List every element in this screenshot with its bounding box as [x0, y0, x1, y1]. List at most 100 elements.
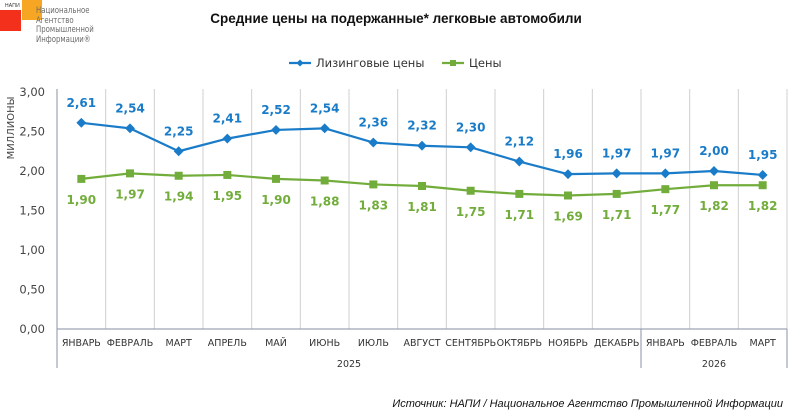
x-axis-year-groups: 2025 2026 — [337, 329, 788, 370]
data-label: 2,41 — [213, 112, 243, 126]
square-marker — [77, 174, 86, 183]
data-labels: 2,61 2,54 2,25 2,41 2,52 2,54 2,36 2,32 2,30 2,12… — [67, 96, 778, 224]
x-tick-label: АПРЕЛЬ — [208, 338, 247, 349]
chart-title: Средние цены на подержанные* легковые ав… — [210, 11, 582, 26]
data-label: 1,97 — [602, 146, 632, 160]
data-label: 1,97 — [651, 146, 681, 160]
square-marker — [223, 170, 232, 179]
x-tick-label: ИЮНЬ — [309, 338, 340, 349]
x-tick-label: ДЕКАБРЬ — [594, 338, 639, 349]
diamond-marker — [465, 142, 476, 153]
square-marker — [126, 169, 134, 178]
y-tick-label: 1,50 — [19, 204, 45, 218]
logo-line-1: Национальное — [36, 6, 90, 16]
square-marker — [418, 182, 426, 191]
x-tick-label: ИЮЛЬ — [358, 338, 389, 349]
series — [76, 117, 768, 200]
logo-orange-square — [22, 0, 42, 20]
logo-line-4: Информации® — [36, 34, 91, 45]
data-label: 1,75 — [456, 205, 486, 219]
diamond-marker — [368, 137, 379, 148]
y-tick-label: 0,00 — [19, 322, 45, 336]
diamond-marker — [660, 168, 671, 179]
data-label: 1,82 — [748, 199, 778, 213]
diamond-marker — [222, 133, 233, 144]
x-tick-label: ЯНВАРЬ — [62, 338, 101, 349]
data-label: 1,95 — [213, 189, 243, 203]
y-tick-label: 1,00 — [19, 243, 45, 257]
diamond-marker — [271, 124, 281, 135]
x-tick-label: МАРТ — [166, 338, 192, 349]
legend-square-icon — [450, 60, 456, 66]
diamond-marker — [514, 156, 525, 167]
square-marker — [174, 171, 183, 180]
data-label: 2,54 — [310, 101, 340, 115]
square-marker — [661, 185, 670, 194]
year-label: 2025 — [337, 359, 361, 370]
data-label: 1,97 — [115, 187, 145, 201]
data-label: 2,36 — [359, 116, 389, 130]
data-label: 1,69 — [553, 209, 583, 223]
data-label: 2,61 — [67, 96, 97, 110]
data-label: 2,30 — [456, 120, 486, 134]
x-tick-label: ФЕВРАЛЬ — [691, 338, 738, 349]
legend-label-prices: Цены — [469, 56, 502, 70]
x-tick-label: ФЕВРАЛЬ — [107, 338, 154, 349]
logo-red-square — [0, 10, 21, 31]
data-label: 2,32 — [407, 119, 437, 133]
data-label: 1,94 — [164, 190, 194, 204]
source-note: Источник: НАПИ / Национальное Агентство … — [392, 398, 783, 410]
square-marker — [369, 180, 378, 189]
x-tick-label: ЯНВАРЬ — [646, 338, 685, 349]
logo-line-3: Промышленной — [36, 25, 94, 35]
legend-label-leasing: Лизинговые цены — [316, 56, 424, 70]
data-label: 1,81 — [407, 200, 437, 214]
x-tick-label: МАЙ — [265, 337, 287, 349]
x-axis-ticks: ЯНВАРЬ ФЕВРАЛЬ МАРТ АПРЕЛЬ МАЙ ИЮНЬ ИЮЛЬ АВГУСТ… — [62, 337, 776, 349]
logo-abbreviation: НАПИ — [5, 3, 20, 9]
square-marker — [466, 186, 475, 195]
diamond-marker — [125, 123, 135, 134]
data-label: 1,88 — [310, 194, 340, 208]
square-marker — [320, 176, 329, 185]
y-axis-ticks: 0,00 0,50 1,00 1,50 2,00 2,50 3,00 — [19, 85, 45, 336]
legend: Лизинговые цены Цены — [289, 56, 502, 70]
data-label: 1,71 — [602, 208, 632, 222]
square-marker — [758, 181, 767, 190]
year-label: 2026 — [702, 359, 726, 370]
data-label: 2,54 — [115, 101, 145, 115]
legend-diamond-icon — [296, 59, 304, 67]
legend-item-prices[interactable]: Цены — [442, 56, 502, 70]
data-label: 1,82 — [699, 199, 729, 213]
square-marker — [272, 174, 280, 183]
napi-logo: НАПИ Национальное Агентство Промышленной… — [0, 0, 150, 60]
diamond-marker — [563, 169, 573, 180]
diamond-marker — [76, 117, 87, 128]
diamond-marker — [611, 168, 622, 179]
x-tick-label: МАРТ — [750, 338, 776, 349]
x-tick-label: АВГУСТ — [403, 338, 440, 349]
square-marker — [612, 189, 621, 198]
legend-item-leasing[interactable]: Лизинговые цены — [289, 56, 424, 70]
y-tick-label: 3,00 — [19, 85, 45, 99]
logo-name: Национальное Агентство Промышленной Инфо… — [36, 6, 94, 45]
y-tick-label: 2,50 — [19, 125, 45, 139]
gridlines — [105, 89, 788, 329]
x-tick-label: НОЯБРЬ — [548, 338, 588, 349]
data-label: 1,96 — [553, 147, 583, 161]
diamond-marker — [709, 166, 719, 176]
data-label: 2,12 — [505, 135, 535, 149]
data-label: 1,83 — [359, 198, 389, 212]
square-marker — [710, 181, 718, 190]
data-label: 1,95 — [748, 148, 778, 162]
x-tick-label: ОКТЯБРЬ — [497, 338, 542, 349]
x-tick-label: СЕНТЯБРЬ — [445, 338, 496, 349]
data-label: 1,71 — [505, 208, 535, 222]
data-label: 1,77 — [651, 203, 681, 217]
diamond-marker — [319, 123, 330, 134]
y-tick-label: 2,00 — [19, 164, 45, 178]
data-label: 2,52 — [261, 103, 291, 117]
axes — [56, 89, 787, 368]
logo-line-2: Агентство — [36, 15, 74, 26]
